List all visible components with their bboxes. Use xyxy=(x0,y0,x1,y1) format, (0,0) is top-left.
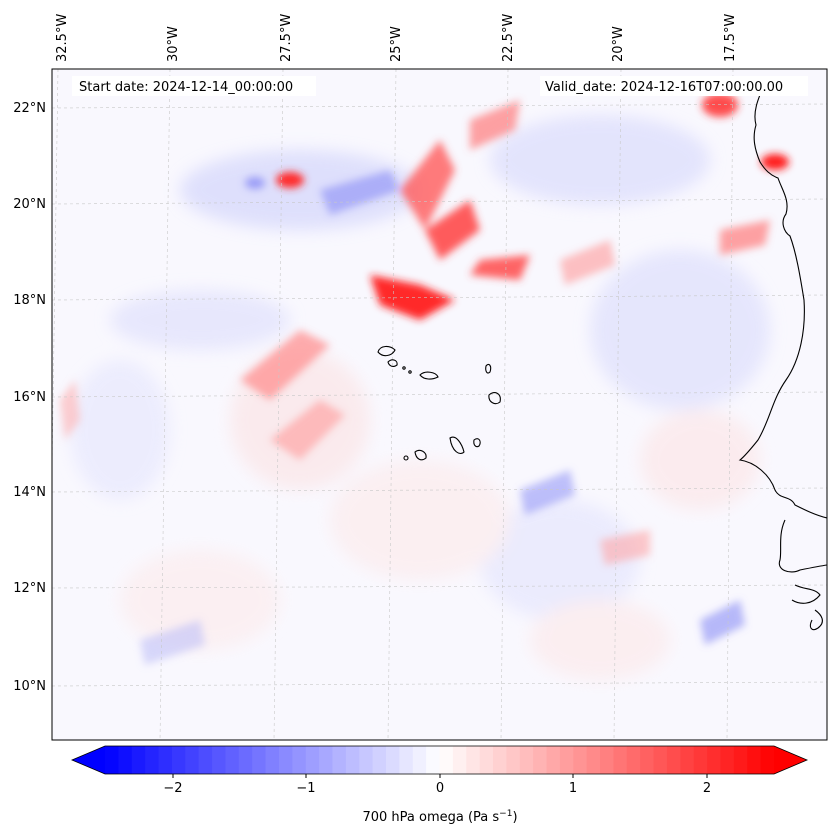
colorbar-cell xyxy=(345,746,360,774)
colorbar-tick-label: −1 xyxy=(296,781,315,796)
valid-date-box xyxy=(540,76,808,96)
colorbar-cell xyxy=(105,746,119,774)
colorbar-cell xyxy=(600,746,615,774)
colorbar-cell xyxy=(747,746,762,774)
lon-label: 17.5°W xyxy=(723,14,738,62)
colorbar-cell xyxy=(586,746,601,774)
colorbar-cell xyxy=(118,746,133,774)
colorbar-tick-label: 0 xyxy=(436,781,444,796)
lat-label: 20°N xyxy=(13,197,46,212)
colorbar-cell xyxy=(707,746,722,774)
colorbar-cell xyxy=(479,746,494,774)
start-date-box xyxy=(72,76,316,96)
map-border xyxy=(51,68,828,741)
colorbar-cell xyxy=(305,746,320,774)
colorbar-cell xyxy=(158,746,173,774)
lat-label: 18°N xyxy=(13,293,46,308)
colorbar-cell xyxy=(426,746,441,774)
colorbar-cell xyxy=(412,746,427,774)
colorbar-cell xyxy=(653,746,668,774)
colorbar-cell xyxy=(145,746,160,774)
lat-label: 14°N xyxy=(13,485,46,500)
colorbar-cell xyxy=(680,746,695,774)
colorbar-cell xyxy=(278,746,293,774)
colorbar-cell xyxy=(493,746,507,774)
lon-label: 22.5°W xyxy=(501,14,516,62)
colorbar-cell xyxy=(198,746,213,774)
colorbar-cell xyxy=(613,746,628,774)
colorbar-cell xyxy=(399,746,414,774)
colorbar-cell xyxy=(666,746,681,774)
lon-label: 20°W xyxy=(611,26,626,62)
colorbar-cells xyxy=(105,746,775,774)
colorbar-cell xyxy=(720,746,735,774)
omega-field xyxy=(60,93,789,680)
colorbar-cell xyxy=(252,746,267,774)
colorbar-cell xyxy=(519,746,534,774)
lon-label: 25°W xyxy=(389,26,404,62)
colorbar-cell xyxy=(185,746,200,774)
colorbar-cell xyxy=(265,746,280,774)
colorbar-label-exponent: −1 xyxy=(499,809,512,819)
colorbar-tick-label: 1 xyxy=(569,781,577,796)
colorbar-cell xyxy=(559,746,574,774)
colorbar-label-text: 700 hPa omega (Pa s xyxy=(362,810,499,825)
colorbar-cell xyxy=(292,746,307,774)
graticule xyxy=(52,69,827,740)
colorbar-cell xyxy=(359,746,374,774)
colorbar-cell xyxy=(546,746,561,774)
colorbar-cell xyxy=(212,746,227,774)
colorbar-cell xyxy=(626,746,641,774)
start-date-label: Start date: 2024-12-14_00:00:00 xyxy=(79,80,293,95)
colorbar-cell xyxy=(693,746,708,774)
colorbar-cell xyxy=(225,746,240,774)
valid-date-label: Valid_date: 2024-12-16T07:00:00.00 xyxy=(545,80,783,95)
coastlines xyxy=(377,79,827,631)
colorbar-cell xyxy=(332,746,347,774)
colorbar-cell xyxy=(533,746,548,774)
lon-label: 32.5°W xyxy=(55,14,70,62)
lat-label: 22°N xyxy=(13,101,46,116)
lon-label: 27.5°W xyxy=(279,14,294,62)
colorbar-tick-label: −2 xyxy=(163,781,182,796)
colorbar-cell xyxy=(640,746,655,774)
colorbar-cell xyxy=(171,746,186,774)
latitude-labels: 22°N 20°N 18°N 16°N 14°N 12°N 10°N xyxy=(13,101,46,694)
colorbar: −2 −1 0 1 2 700 hPa omega (Pa s−1) xyxy=(70,745,809,825)
colorbar-tick-label: 2 xyxy=(703,781,711,796)
colorbar-cell xyxy=(506,746,521,774)
colorbar-low-extend xyxy=(72,746,105,774)
colorbar-cell xyxy=(131,746,146,774)
colorbar-cell xyxy=(733,746,748,774)
colorbar-cell xyxy=(573,746,588,774)
colorbar-cell xyxy=(238,746,253,774)
colorbar-cell xyxy=(319,746,334,774)
colorbar-cell xyxy=(760,746,775,774)
colorbar-label: 700 hPa omega (Pa s−1) xyxy=(362,809,517,825)
longitude-labels: 32.5°W 30°W 27.5°W 25°W 22.5°W 20°W 17.5… xyxy=(55,14,738,62)
lon-label: 30°W xyxy=(166,26,181,62)
lat-label: 16°N xyxy=(13,390,46,405)
lat-label: 12°N xyxy=(13,581,46,596)
colorbar-cell xyxy=(452,746,467,774)
colorbar-label-close: ) xyxy=(512,810,517,825)
colorbar-cell xyxy=(439,746,454,774)
colorbar-cell xyxy=(385,746,400,774)
colorbar-high-extend xyxy=(774,746,807,774)
colorbar-outline xyxy=(70,745,809,775)
colorbar-ticks: −2 −1 0 1 2 xyxy=(163,774,711,796)
colorbar-cell xyxy=(466,746,481,774)
lat-label: 10°N xyxy=(13,679,46,694)
colorbar-cell xyxy=(372,746,387,774)
